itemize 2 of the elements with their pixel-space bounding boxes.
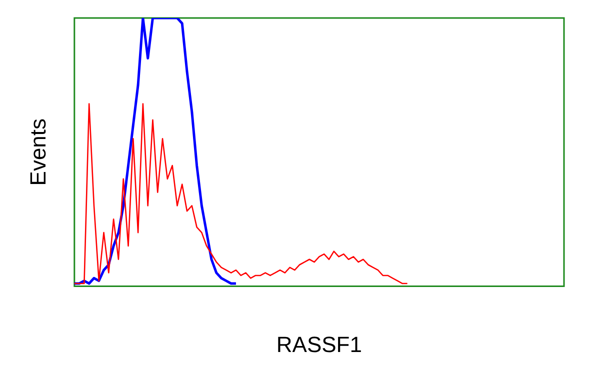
x-axis-title: RASSF1 <box>276 332 362 357</box>
y-axis-title: Events <box>25 118 50 186</box>
